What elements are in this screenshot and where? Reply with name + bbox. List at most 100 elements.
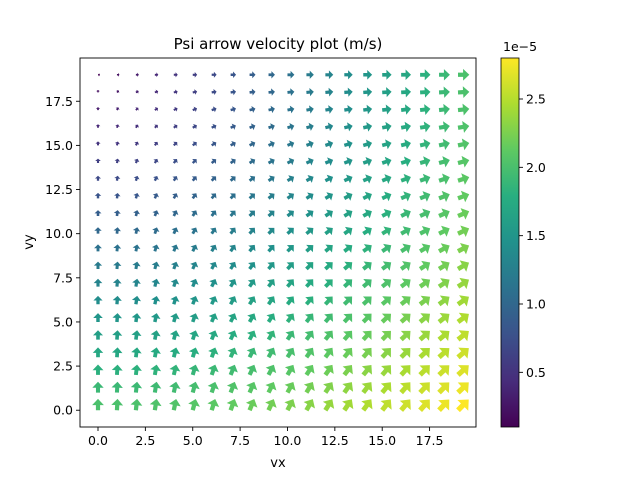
x-tick-label: 0.0 (88, 433, 108, 448)
quiver-arrow (457, 225, 470, 238)
quiver-arrow (304, 330, 315, 341)
quiver-arrow (132, 244, 141, 252)
quiver-arrow (95, 124, 101, 128)
quiver-arrow (265, 381, 277, 394)
quiver-arrow (324, 227, 333, 236)
quiver-arrow (361, 313, 372, 324)
quiver-arrow (305, 244, 314, 253)
quiver-arrow (324, 244, 333, 253)
y-tick-label: 12.5 (45, 182, 73, 197)
quiver-arrow (419, 104, 431, 115)
quiver-arrow (342, 382, 354, 394)
quiver-arrow (208, 330, 219, 341)
quiver-arrow (400, 226, 411, 237)
quiver-arrow (323, 347, 334, 359)
quiver-arrow (343, 226, 353, 236)
quiver-arrow (437, 278, 450, 289)
quiver-arrow (173, 106, 178, 112)
quiver-arrow (170, 261, 180, 270)
quiver-arrow (111, 381, 123, 393)
quiver-arrow (438, 208, 450, 220)
quiver-arrow (115, 124, 120, 129)
quiver-arrow (229, 141, 236, 148)
quiver-arrow (230, 123, 236, 130)
quiver-arrow (208, 313, 219, 323)
quiver-arrow (150, 313, 161, 323)
quiver-arrow (94, 210, 102, 217)
quiver-arrow (95, 141, 101, 146)
quiver-arrow (112, 278, 122, 287)
quiver-arrow (189, 313, 199, 323)
quiver-arrow (457, 173, 470, 185)
quiver-arrow (400, 191, 411, 202)
quiver-arrow (170, 313, 180, 323)
quiver-arrow (94, 175, 102, 181)
quiver-arrow (131, 347, 142, 358)
quiver-arrow (132, 261, 141, 270)
quiver-arrow (116, 72, 120, 77)
quiver-arrow (305, 227, 314, 236)
quiver-arrow (114, 141, 120, 146)
quiver-arrow (456, 347, 469, 360)
quiver-arrow (93, 295, 103, 305)
quiver-arrow (150, 330, 161, 340)
quiver-arrow (362, 139, 373, 149)
quiver-arrow (361, 347, 372, 359)
colorbar-tick-label: 1.5 (526, 228, 546, 243)
quiver-arrow (419, 156, 431, 168)
quiver-arrow (438, 121, 450, 133)
quiver-arrow (267, 279, 276, 288)
quiver-arrow (154, 107, 158, 112)
quiver-arrow (133, 175, 140, 182)
quiver-arrow (169, 398, 181, 411)
quiver-arrow (153, 141, 159, 147)
quiver-arrow (246, 330, 257, 341)
quiver-arrow (190, 227, 198, 235)
quiver-arrow (457, 86, 470, 99)
quiver-arrow (266, 330, 276, 341)
quiver-arrow (152, 193, 159, 199)
quiver-arrow (362, 122, 373, 132)
quiver-arrow (286, 245, 294, 253)
quiver-arrow (192, 106, 198, 112)
quiver-arrow (96, 89, 100, 93)
quiver-arrow (267, 158, 275, 165)
quiver-arrow (229, 227, 237, 235)
quiver-arrow (342, 364, 353, 377)
quiver-arrow (249, 106, 256, 113)
quiver-arrow (268, 123, 275, 131)
quiver-arrow (399, 382, 411, 395)
plot-frame (79, 57, 477, 428)
quiver-arrow (456, 330, 469, 342)
x-tick-label: 5.0 (183, 433, 203, 448)
quiver-arrow (169, 330, 180, 341)
quiver-arrow (111, 364, 123, 376)
quiver-arrow (169, 347, 181, 358)
quiver-arrow (248, 210, 255, 218)
quiver-arrow (306, 105, 314, 114)
quiver-arrow (113, 227, 121, 234)
quiver-arrow (248, 227, 256, 235)
x-tick-label: 7.5 (230, 433, 250, 448)
quiver-arrow (305, 209, 314, 218)
quiver-arrow (92, 347, 104, 358)
quiver-arrow (380, 313, 392, 324)
quiver-arrow (246, 347, 257, 359)
quiver-arrow (210, 193, 217, 200)
quiver-arrow (152, 227, 160, 235)
quiver-arrow (208, 347, 219, 358)
quiver-arrow (246, 381, 258, 394)
quiver-arrow (150, 364, 162, 376)
x-axis-ticks: 0.0 2.5 5.0 7.5 10.0 12.5 15.0 17.5 (88, 427, 444, 448)
quiver-arrow (173, 124, 178, 129)
quiver-arrow (438, 86, 450, 98)
quiver-arrow (437, 399, 450, 413)
quiver-arrow (94, 192, 102, 199)
quiver-arrow (113, 244, 122, 252)
y-tick-label: 7.5 (53, 270, 73, 285)
quiver-arrow (305, 279, 314, 288)
quiver-arrow (151, 278, 161, 288)
quiver-arrow (305, 192, 314, 201)
quiver-arrow (420, 69, 431, 81)
quiver-arrow (400, 104, 411, 115)
